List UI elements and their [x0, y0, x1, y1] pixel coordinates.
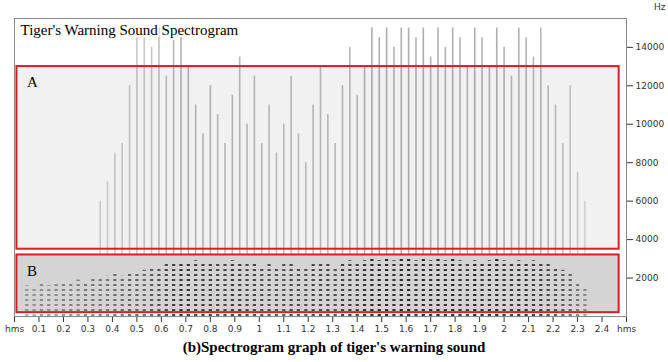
svg-text:1.1: 1.1 — [277, 324, 291, 334]
html-text:(b)Spectrogram graph of tiger': (b)Spectrogram graph of tiger's warning … — [182, 339, 486, 355]
svg-text:4000: 4000 — [636, 234, 659, 244]
svg-text:hms: hms — [617, 324, 636, 334]
svg-text:2.1: 2.1 — [521, 324, 535, 334]
svg-text:0.4: 0.4 — [105, 324, 120, 334]
svg-text:A: A — [27, 74, 38, 90]
svg-text:6000: 6000 — [636, 196, 659, 206]
svg-text:Tiger's Warning Sound Spectrog: Tiger's Warning Sound Spectrogram — [21, 22, 239, 38]
svg-text:0.6: 0.6 — [154, 324, 169, 334]
svg-text:0.3: 0.3 — [81, 324, 95, 334]
svg-text:0.8: 0.8 — [203, 324, 218, 334]
svg-text:0.7: 0.7 — [179, 324, 193, 334]
svg-text:0.1: 0.1 — [32, 324, 46, 334]
svg-text:1.4: 1.4 — [350, 324, 365, 334]
svg-text:2.2: 2.2 — [546, 324, 560, 334]
svg-text:2: 2 — [501, 324, 507, 334]
svg-text:2.3: 2.3 — [570, 324, 584, 334]
svg-text:0.9: 0.9 — [228, 324, 243, 334]
svg-text:2000: 2000 — [636, 273, 659, 283]
svg-text:Hz: Hz — [654, 2, 666, 12]
svg-text:1.5: 1.5 — [375, 324, 389, 334]
svg-text:1.7: 1.7 — [423, 324, 437, 334]
svg-text:8000: 8000 — [636, 158, 659, 168]
svg-text:14000: 14000 — [636, 42, 665, 52]
svg-text:0.2: 0.2 — [56, 324, 70, 334]
svg-text:10000: 10000 — [636, 119, 665, 129]
svg-text:12000: 12000 — [636, 81, 665, 91]
svg-text:1.6: 1.6 — [399, 324, 414, 334]
svg-text:1: 1 — [256, 324, 262, 334]
svg-text:1.3: 1.3 — [326, 324, 340, 334]
svg-text:1.9: 1.9 — [472, 324, 487, 334]
svg-text:0.5: 0.5 — [130, 324, 144, 334]
svg-text:B: B — [27, 263, 37, 279]
svg-text:2.4: 2.4 — [595, 324, 610, 334]
svg-text:hms: hms — [5, 324, 24, 334]
svg-text:1.2: 1.2 — [301, 324, 315, 334]
svg-text:1.8: 1.8 — [448, 324, 463, 334]
